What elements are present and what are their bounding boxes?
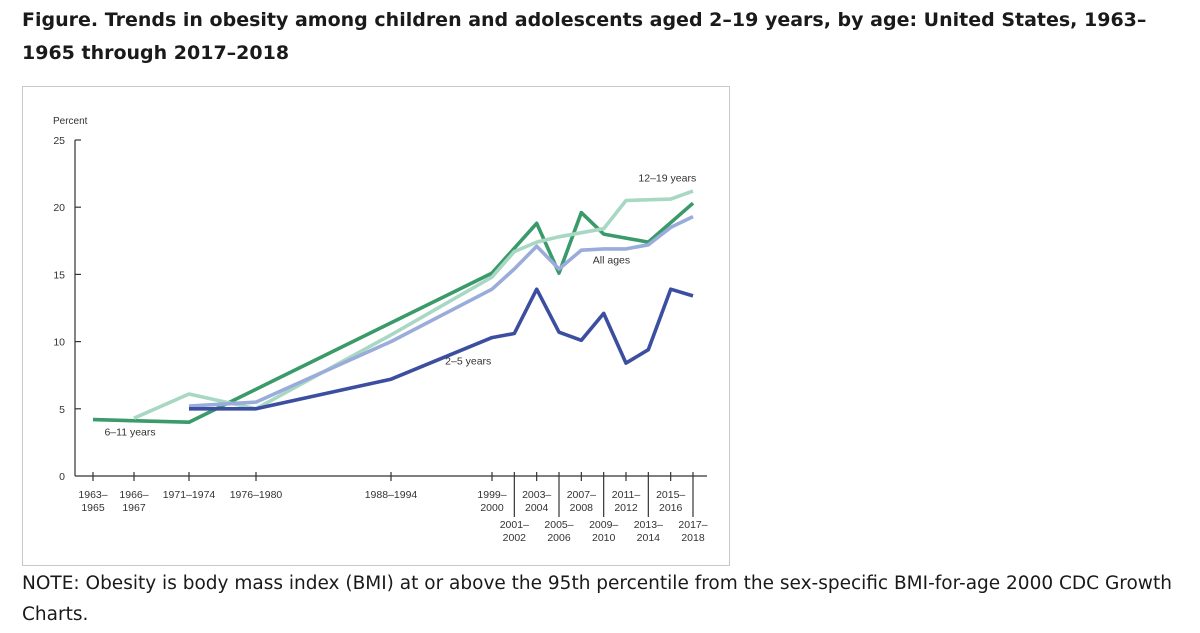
x-tick-label: 2008 <box>570 502 594 514</box>
y-tick-label: 0 <box>59 471 65 483</box>
series-line-12-19-years <box>133 189 694 420</box>
x-tick-label: 2010 <box>592 532 616 544</box>
x-tick-label: 1966– <box>119 489 148 501</box>
figure-note: NOTE: Obesity is body mass index (BMI) a… <box>22 573 1172 625</box>
x-tick-label: 2004 <box>525 502 549 514</box>
x-tick-label: 2016 <box>659 502 683 514</box>
x-tick-label: 2002 <box>503 532 527 544</box>
x-tick-label: 2000 <box>480 502 504 514</box>
x-tick-label: 1967 <box>122 502 146 514</box>
y-tick-label: 25 <box>53 135 65 147</box>
x-tick-label: 1971–1974 <box>163 489 216 501</box>
x-tick-label: 2007– <box>567 489 596 501</box>
series-label: All ages <box>593 255 630 267</box>
x-tick-label: 1965 <box>81 502 105 514</box>
y-axis-label: Percent <box>53 116 88 127</box>
series-label: 12–19 years <box>638 173 696 185</box>
series-layer <box>92 189 695 424</box>
x-tick-label: 2011– <box>612 489 641 501</box>
series-line-all-ages <box>188 214 694 408</box>
x-tick-label: 2014 <box>637 532 661 544</box>
x-tick-label: 2009– <box>589 519 618 531</box>
axes: 0 5 10 15 20 25 1963–1965 1966–1967 1971–1974 197… <box>53 135 707 544</box>
y-tick-label: 5 <box>59 404 65 416</box>
x-tick-label: 1988–1994 <box>365 489 418 501</box>
x-tick-label: 2005– <box>544 519 573 531</box>
y-tick-label: 15 <box>53 269 65 281</box>
x-tick-label: 2017– <box>678 519 707 531</box>
x-tick-label: 2003– <box>522 489 551 501</box>
chart-frame: Percent 0 5 10 15 20 25 1963– 1965 1966– 1967 1971… <box>22 86 730 566</box>
x-tick-label: 2015– <box>656 489 685 501</box>
y-tick-label: 10 <box>53 337 65 349</box>
x-tick-label: 1999– <box>477 489 506 501</box>
x-tick-label: 1976–1980 <box>230 489 283 501</box>
x-tick-label: 1963– <box>78 489 107 501</box>
series-line-6-11-years <box>92 201 695 424</box>
x-tick-label: 2012 <box>614 502 638 514</box>
figure-title: Figure. Trends in obesity among children… <box>22 9 1147 64</box>
x-tick-label: 2013– <box>634 519 663 531</box>
series-label: 6–11 years <box>104 427 155 439</box>
series-line-2-5-years <box>189 287 694 411</box>
annotation-layer: 6–11 years 2–5 years All ages 12–19 years <box>104 173 696 439</box>
series-label: 2–5 years <box>445 355 491 367</box>
x-tick-label: 2001– <box>500 519 529 531</box>
obesity-trend-chart: Percent 0 5 10 15 20 25 1963–1965 1966–1967 1971… <box>53 116 708 544</box>
y-tick-label: 20 <box>53 202 65 214</box>
x-tick-label: 2018 <box>681 532 705 544</box>
x-tick-label: 2006 <box>547 532 571 544</box>
